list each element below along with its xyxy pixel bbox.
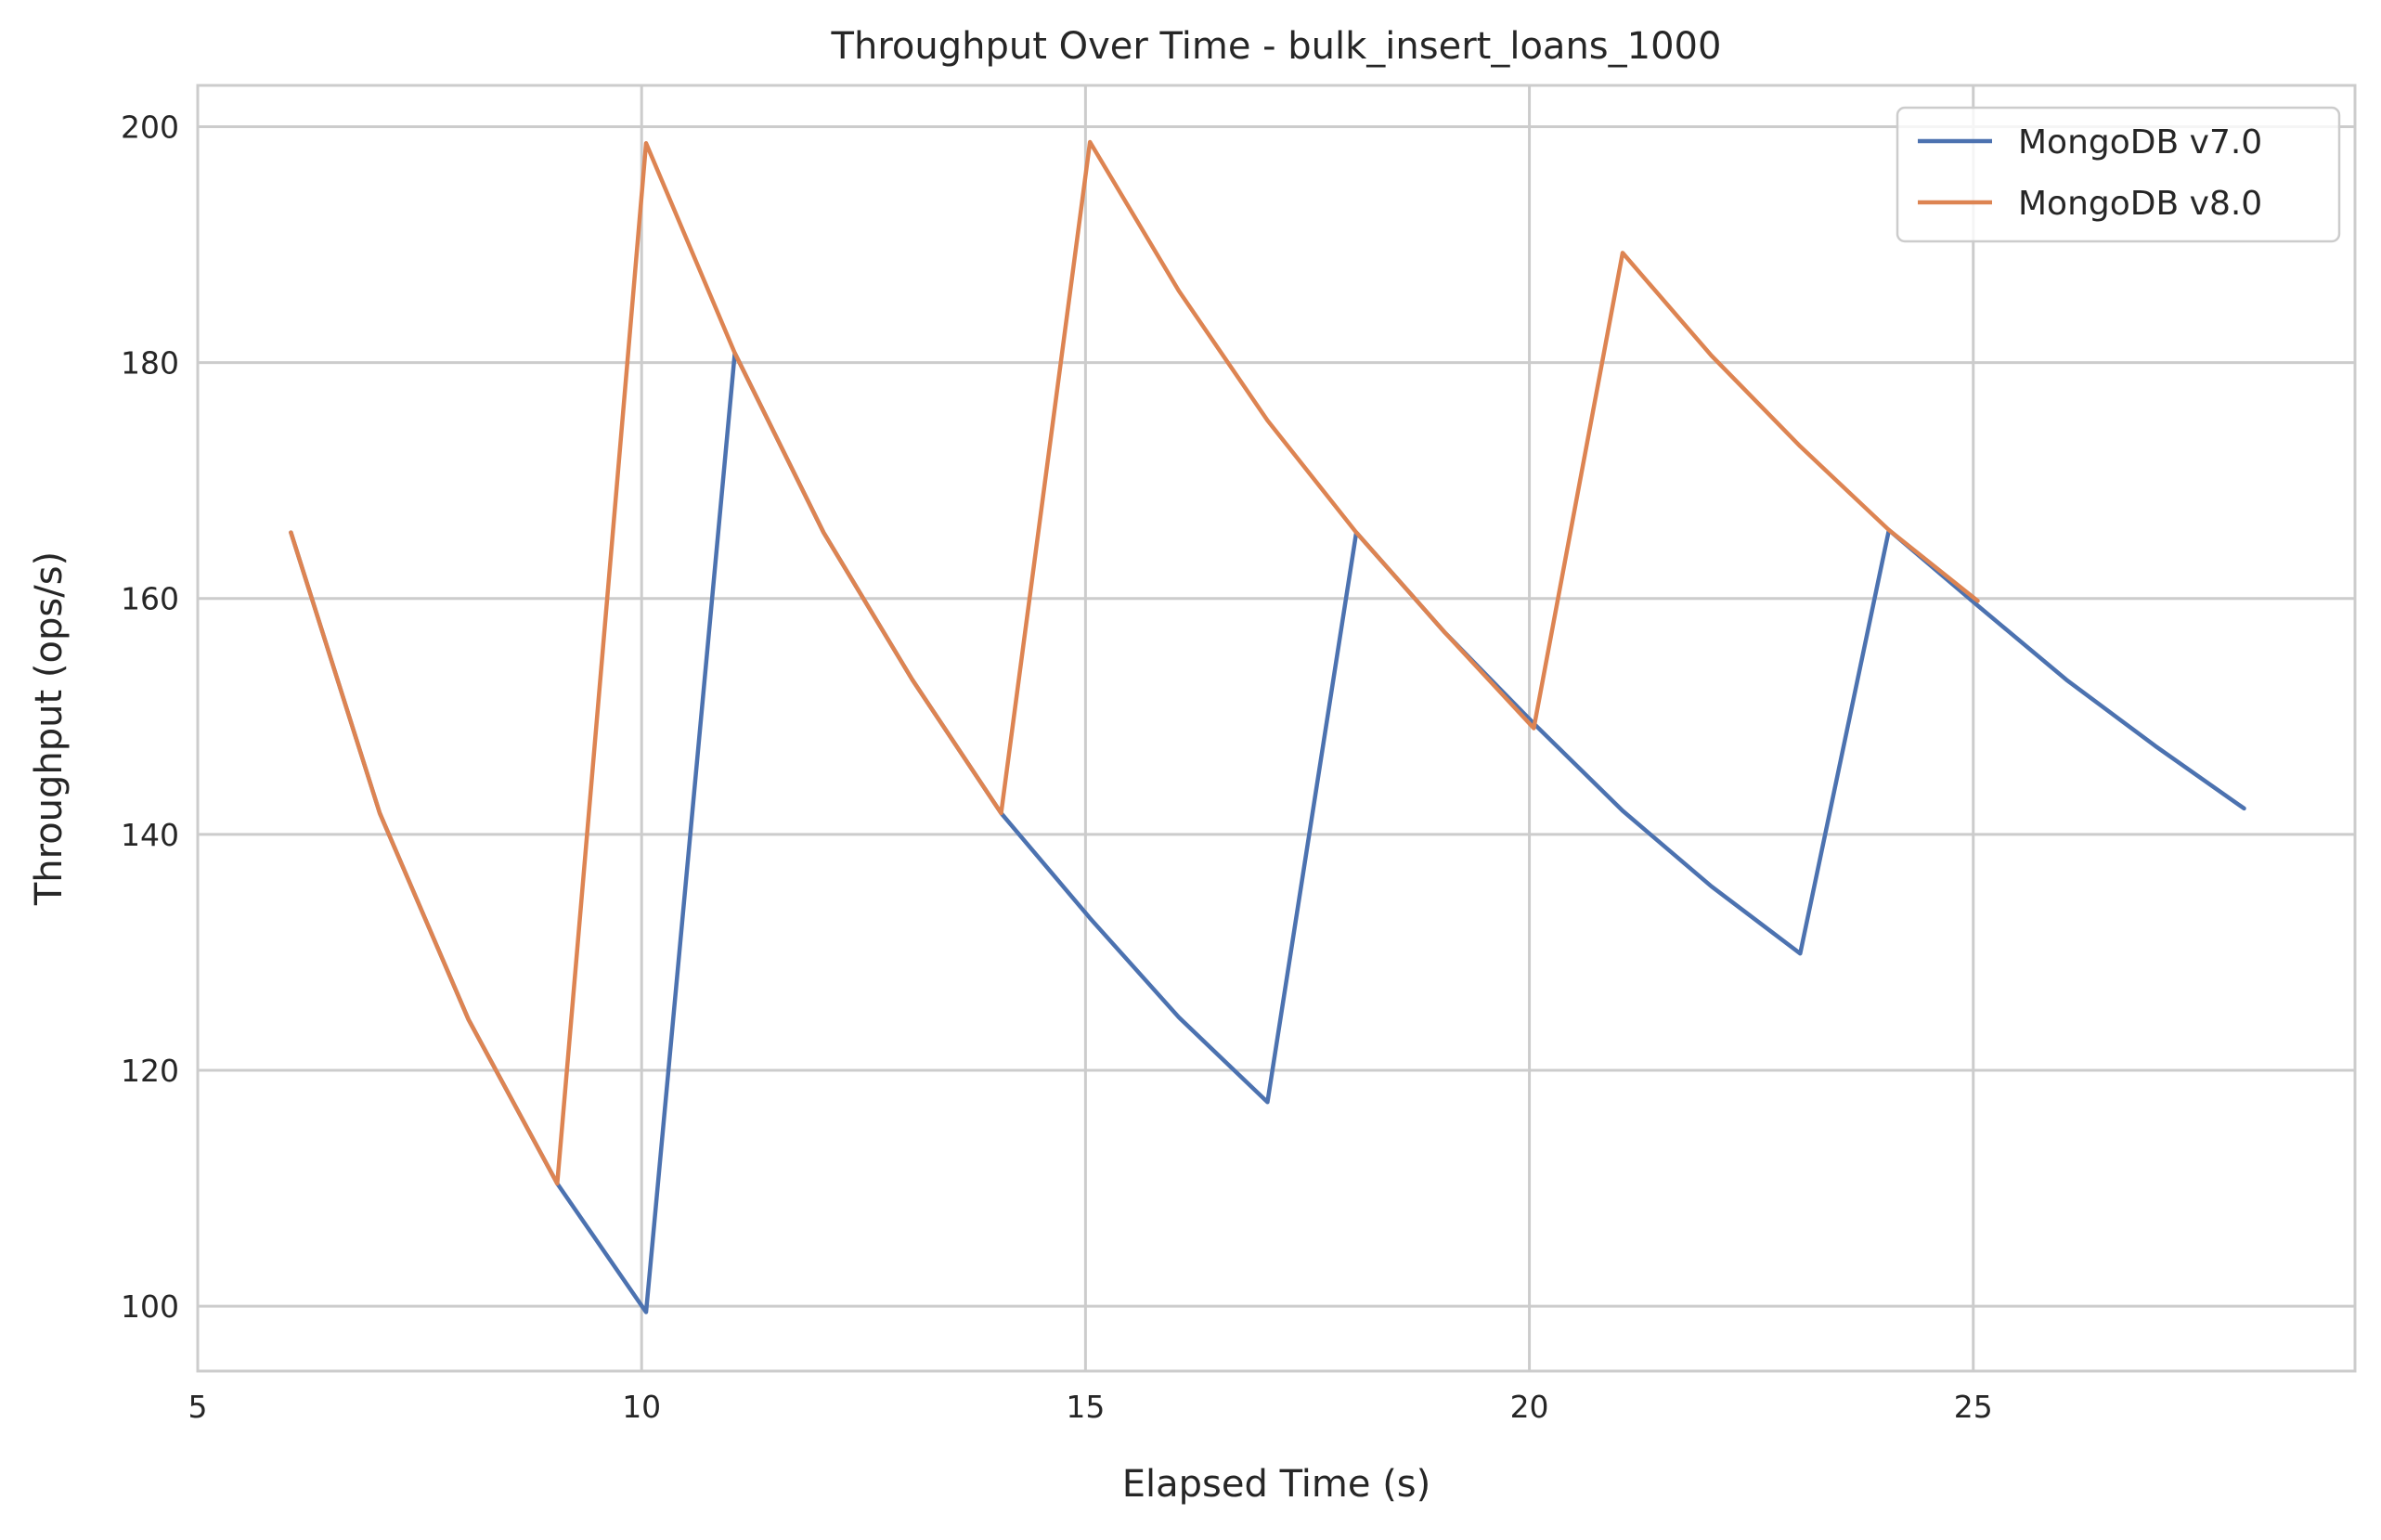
y-tick-label: 200 xyxy=(121,109,179,145)
y-axis-label: Throughput (ops/s) xyxy=(28,551,71,906)
x-axis-label: Elapsed Time (s) xyxy=(1122,1463,1431,1506)
x-tick-label: 10 xyxy=(622,1389,661,1425)
x-tick-label: 15 xyxy=(1066,1389,1105,1425)
x-tick-label: 20 xyxy=(1510,1389,1549,1425)
legend-box xyxy=(1896,106,2341,243)
y-tick-label: 140 xyxy=(121,817,179,853)
y-tick-label: 100 xyxy=(121,1288,179,1325)
series-line-1 xyxy=(289,139,1980,1186)
legend: MongoDB v7.0 MongoDB v8.0 xyxy=(1896,106,2341,243)
tick-labels: 5 10 15 20 25 100 120 140 160 180 200 xyxy=(121,109,1993,1425)
legend-label: MongoDB v7.0 xyxy=(2018,123,2262,162)
x-tick-label: 25 xyxy=(1954,1389,1993,1425)
legend-label: MongoDB v8.0 xyxy=(2018,185,2262,223)
y-tick-label: 120 xyxy=(121,1053,179,1089)
grid-lines xyxy=(198,85,2355,1371)
series-line-0 xyxy=(289,351,2246,1314)
x-tick-label: 5 xyxy=(188,1389,208,1425)
plot-area-frame xyxy=(196,84,2357,1373)
y-tick-label: 160 xyxy=(121,581,179,617)
chart-title: Throughput Over Time - bulk_insert_loans… xyxy=(831,25,1722,68)
series-lines xyxy=(289,139,2246,1314)
y-tick-label: 180 xyxy=(121,345,179,382)
